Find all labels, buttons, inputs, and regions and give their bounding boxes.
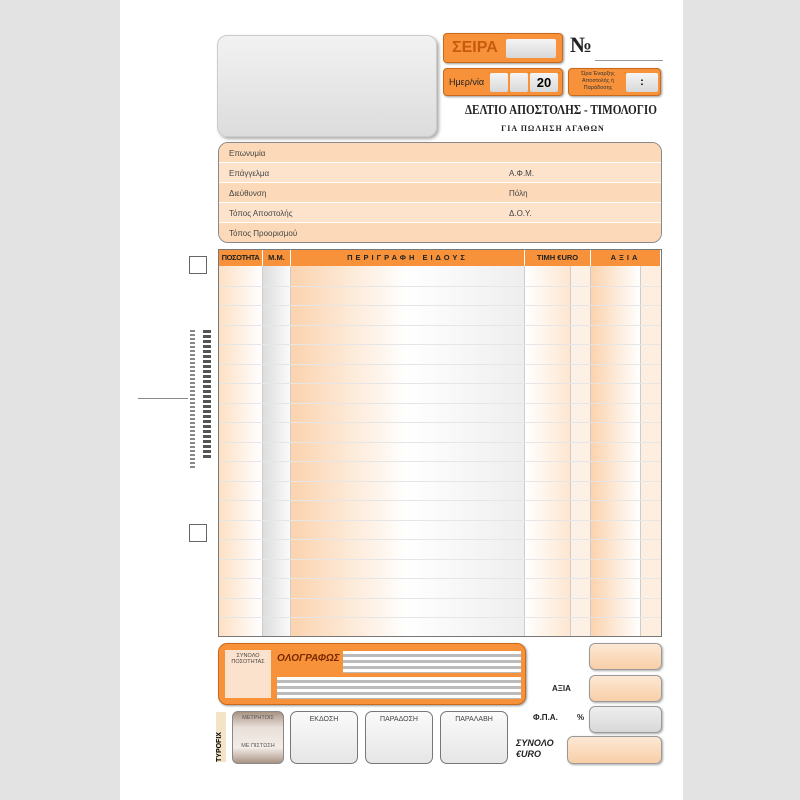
table-row-line (219, 422, 661, 423)
customer-row[interactable]: Τόπος Αποστολής Δ.Ο.Υ. (219, 203, 661, 223)
col-price: ΤΙΜΗ €URO (525, 250, 591, 266)
customer-field-label: Επάγγελμα (229, 169, 270, 178)
time-box: Ώρα Έναρξης Αποστολής ή Παράδοσης : (568, 68, 661, 96)
col-quantity: ΠΟΣΟΤΗΤΑ (219, 250, 263, 266)
table-row-line (219, 461, 661, 462)
fold-line (138, 398, 188, 399)
table-row-line (219, 324, 661, 326)
in-words-line-1[interactable] (343, 651, 521, 673)
year-field[interactable]: 20 (530, 73, 558, 92)
vat-percent-label: % (577, 713, 585, 722)
payment-credit[interactable]: ΜΕ ΠΙΣΤΩΣΗ (241, 743, 275, 749)
series-field[interactable] (506, 39, 556, 58)
col-value: ΑΞΙΑ (591, 250, 661, 266)
totals-words-box: ΣΥΝΟΛΟ ΠΟΣΟΤΗΤΑΣ ΟΛΟΓΡΑΦΩΣ (218, 643, 526, 705)
punch-mark-top (189, 256, 207, 274)
date-box: Ημερ/νία 20 (443, 68, 563, 96)
series-label: ΣΕΙΡΑ (452, 39, 498, 56)
customer-field-label-right: Πόλη (509, 189, 528, 198)
customer-field-label: Τόπος Αποστολής (229, 209, 293, 218)
value-label: ΑΞΙΑ (552, 684, 571, 693)
brand-label: TYPOFIX (216, 712, 226, 762)
table-row-line (219, 305, 661, 306)
number-label: № (570, 32, 593, 57)
col-description: ΠΕΡΙΓΡΑΦΗ ΕΙΔΟΥΣ (291, 250, 525, 266)
customer-row[interactable]: Επάγγελμα Α.Φ.Μ. (219, 163, 661, 183)
items-table: ΠΟΣΟΤΗΤΑ Μ.Μ. ΠΕΡΙΓΡΑΦΗ ΕΙΔΟΥΣ ΤΙΜΗ €URO… (218, 249, 662, 637)
delivery-signature-box[interactable]: ΠΑΡΑΔΟΣΗ (365, 711, 433, 764)
day-field[interactable] (490, 73, 508, 92)
payment-method-box: ΜΕΤΡΗΤΟΙΣ ΜΕ ΠΙΣΤΩΣΗ (232, 711, 284, 764)
table-row-line (219, 617, 661, 618)
customer-field-label: Επωνυμία (229, 149, 266, 158)
customer-field-label: Διεύθυνση (229, 189, 267, 198)
table-row-line (219, 402, 661, 404)
table-row-line (219, 363, 661, 365)
table-row-line (219, 558, 661, 560)
customer-row[interactable]: Επωνυμία (219, 143, 661, 163)
payment-cash[interactable]: ΜΕΤΡΗΤΟΙΣ (242, 715, 274, 721)
series-box: ΣΕΙΡΑ (443, 33, 563, 63)
table-row-line (219, 285, 661, 287)
table-row-line (219, 383, 661, 384)
month-field[interactable] (510, 73, 528, 92)
license-info-vertical (203, 330, 211, 460)
time-label: Ώρα Έναρξης Αποστολής ή Παράδοσης (581, 71, 615, 91)
number-line (595, 60, 663, 61)
receipt-signature-box[interactable]: ΠΑΡΑΛΑΒΗ (440, 711, 508, 764)
logo-area (217, 35, 437, 137)
time-field[interactable]: : (626, 73, 658, 92)
subtotal-field[interactable] (589, 643, 662, 670)
in-words-line-2[interactable] (277, 677, 521, 699)
customer-row[interactable]: Διεύθυνση Πόλη (219, 183, 661, 203)
table-row-line (219, 480, 661, 482)
table-row-line (219, 500, 661, 501)
table-row-line (219, 597, 661, 599)
customer-section: Επωνυμία Επάγγελμα Α.Φ.Μ. Διεύθυνση Πόλη Τόπο… (218, 142, 662, 243)
customer-field-label-right: Α.Φ.Μ. (509, 169, 535, 178)
issue-signature-box[interactable]: ΕΚΔΟΣΗ (290, 711, 358, 764)
document-subtitle: ΓΙΑ ΠΩΛΗΣΗ ΑΓΑΘΩΝ (501, 124, 605, 133)
customer-field-label-right: Δ.Ο.Υ. (509, 209, 532, 218)
vat-field[interactable] (589, 706, 662, 733)
customer-row[interactable]: Τόπος Προορισμού (219, 223, 661, 242)
total-quantity-field[interactable]: ΣΥΝΟΛΟ ΠΟΣΟΤΗΤΑΣ (225, 650, 271, 698)
total-field[interactable] (567, 736, 662, 764)
table-row-line (219, 441, 661, 443)
col-unit: Μ.Μ. (263, 250, 291, 266)
table-row-line (219, 344, 661, 345)
printer-info-vertical (190, 330, 195, 470)
table-row-line (219, 578, 661, 579)
punch-mark-bottom (189, 524, 207, 542)
table-row-line (219, 539, 661, 540)
table-row-line (219, 519, 661, 521)
value-field[interactable] (589, 675, 662, 702)
customer-field-label: Τόπος Προορισμού (229, 229, 298, 238)
date-label: Ημερ/νία (449, 77, 485, 87)
total-label: ΣΥΝΟΛΟ €URO (516, 738, 554, 759)
document-title: ΔΕΛΤΙΟ ΑΠΟΣΤΟΛΗΣ - ΤΙΜΟΛΟΓΙΟ (465, 103, 657, 118)
in-words-label: ΟΛΟΓΡΑΦΩΣ (277, 653, 340, 664)
vat-label: Φ.Π.Α. (533, 713, 558, 722)
